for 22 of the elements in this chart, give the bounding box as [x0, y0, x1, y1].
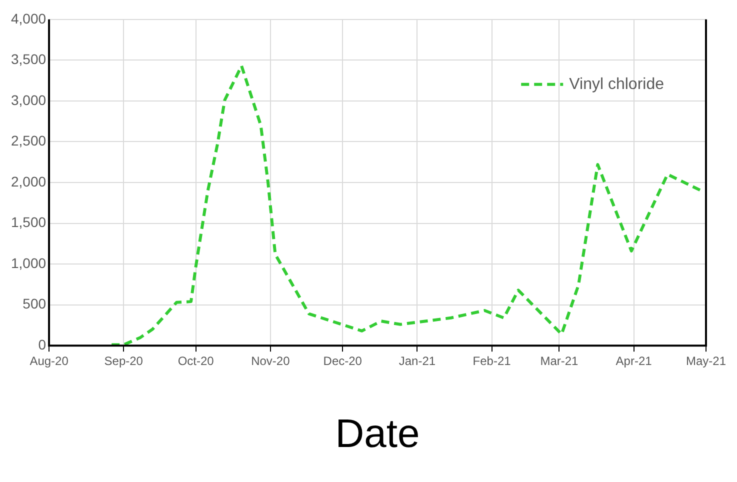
x-axis-title: Date: [335, 412, 420, 456]
x-tick-label: Aug-20: [30, 354, 69, 368]
line-series: [110, 64, 703, 346]
y-tick-label: 2,500: [10, 132, 46, 149]
x-tick-label: Feb-21: [472, 354, 512, 368]
x-tick-label: Apr-21: [616, 354, 652, 368]
y-tick-label: 4,000: [10, 10, 46, 26]
y-tick-label: 3,000: [10, 92, 46, 108]
y-tick-label: 2,000: [10, 173, 46, 190]
y-tick-label: 1,000: [10, 254, 46, 271]
y-tick-label: 0: [38, 336, 46, 352]
y-tick-label: 1,500: [10, 214, 46, 230]
y-tick-label: 3,500: [10, 51, 46, 68]
x-tick-label: May-21: [686, 354, 726, 368]
legend-label: Vinyl chloride: [569, 76, 664, 93]
x-tick-label: Dec-20: [323, 354, 362, 368]
y-tick-label: 500: [22, 296, 46, 312]
x-tick-label: Mar-21: [540, 354, 579, 368]
x-tick-label: Nov-20: [251, 354, 290, 368]
x-tick-label: Oct-20: [178, 354, 214, 368]
x-tick-label: Jan-21: [398, 354, 436, 368]
x-tick-label: Sep-20: [104, 354, 144, 368]
